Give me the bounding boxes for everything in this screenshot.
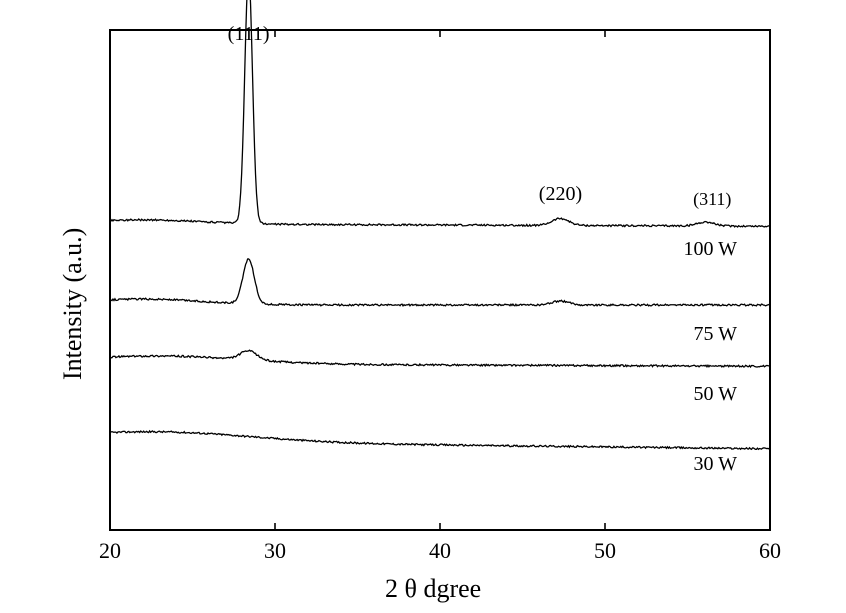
- trace-label: 30 W: [693, 453, 737, 475]
- x-tick-label: 30: [264, 538, 286, 563]
- trace-label: 100 W: [683, 238, 737, 260]
- figure-container: 20 30 40 50 60 30 W 50 W 75 W 100 W (111) (220) (31…: [0, 0, 846, 613]
- peak-label: (311): [693, 189, 731, 210]
- x-tick-label: 40: [429, 538, 451, 563]
- peak-label: (111): [228, 23, 270, 45]
- trace-label: 75 W: [693, 323, 737, 345]
- x-axis-label: 2 θ dgree: [385, 574, 481, 604]
- trace-label: 50 W: [693, 383, 737, 405]
- peak-label: (220): [539, 183, 582, 205]
- xrd-trace: [110, 350, 769, 367]
- xrd-trace: [110, 431, 769, 449]
- y-axis-label: Intensity (a.u.): [58, 228, 88, 380]
- x-tick-label: 20: [99, 538, 121, 563]
- xrd-trace: [110, 259, 769, 306]
- x-tick-label: 50: [594, 538, 616, 563]
- plot-frame: [110, 30, 770, 530]
- xrd-plot: 20 30 40 50 60 30 W 50 W 75 W 100 W (111) (220) (31…: [0, 0, 846, 613]
- x-tick-label: 60: [759, 538, 781, 563]
